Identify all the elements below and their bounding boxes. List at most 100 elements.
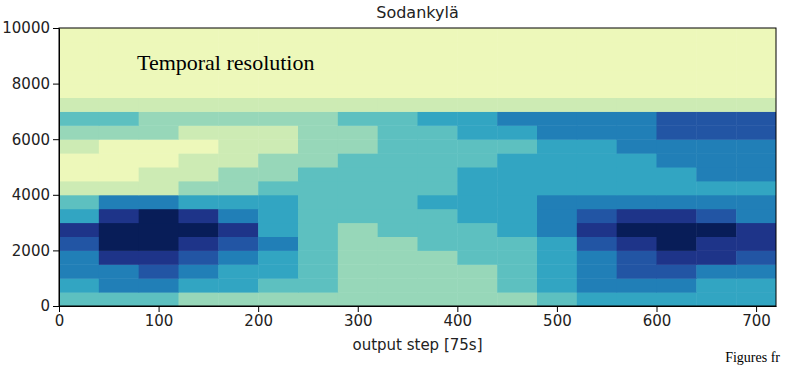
heatmap-cell <box>218 111 258 125</box>
y-axis: 0200040006000800010000 <box>2 19 59 315</box>
heatmap-cell <box>696 209 736 223</box>
heatmap-cell <box>736 28 776 42</box>
heatmap-cell <box>139 209 179 223</box>
x-tick-label: 200 <box>244 312 273 330</box>
heatmap-cell <box>218 167 258 181</box>
heatmap-cell <box>617 237 657 251</box>
heatmap-cell <box>218 209 258 223</box>
heatmap-cell <box>657 181 697 195</box>
heatmap-cell <box>457 42 497 56</box>
heatmap-cell <box>338 292 378 306</box>
heatmap-cell <box>617 209 657 223</box>
heatmap-cell <box>59 139 99 153</box>
heatmap-cell <box>139 181 179 195</box>
heatmap-cell <box>696 56 736 70</box>
heatmap-cell <box>258 111 298 125</box>
heatmap-cell <box>736 153 776 167</box>
heatmap-cell <box>577 42 617 56</box>
heatmap-cell <box>497 292 537 306</box>
heatmap-cell <box>338 84 378 98</box>
heatmap-cell <box>378 139 418 153</box>
heatmap-cell <box>99 84 139 98</box>
heatmap-cell <box>418 181 458 195</box>
heatmap-cell <box>378 84 418 98</box>
heatmap-cell <box>338 42 378 56</box>
heatmap-cell <box>617 292 657 306</box>
heatmap-cell <box>657 264 697 278</box>
heatmap-cell <box>139 250 179 264</box>
heatmap-cell <box>378 125 418 139</box>
heatmap-cell <box>577 70 617 84</box>
heatmap-cell <box>537 181 577 195</box>
x-tick-label: 600 <box>643 312 672 330</box>
heatmap-cell <box>378 181 418 195</box>
x-axis-line <box>60 306 777 307</box>
y-tick: 4000 <box>12 186 59 204</box>
heatmap-cell <box>338 223 378 237</box>
y-tick-mark <box>53 28 59 29</box>
y-tick-label: 6000 <box>12 131 50 149</box>
heatmap-cell <box>139 237 179 251</box>
heatmap-cell <box>577 139 617 153</box>
heatmap-cell <box>577 223 617 237</box>
heatmap-cell <box>617 56 657 70</box>
heatmap-cell <box>139 264 179 278</box>
heatmap-cell <box>378 70 418 84</box>
heatmap-cell <box>218 223 258 237</box>
heatmap-cell <box>696 181 736 195</box>
heatmap-cell <box>497 153 537 167</box>
heatmap-cell <box>338 237 378 251</box>
heatmap-cell <box>617 111 657 125</box>
heatmap-cell <box>378 98 418 112</box>
heatmap-cell <box>298 264 338 278</box>
heatmap-cell <box>457 139 497 153</box>
x-tick: 500 <box>543 306 572 330</box>
heatmap-cell <box>59 237 99 251</box>
heatmap-cell <box>378 111 418 125</box>
heatmap-cell <box>736 237 776 251</box>
heatmap-cell <box>657 56 697 70</box>
heatmap-cell <box>537 278 577 292</box>
heatmap-cell <box>418 195 458 209</box>
heatmap-cell <box>418 28 458 42</box>
heatmap-cell <box>99 264 139 278</box>
heatmap-cell <box>497 84 537 98</box>
heatmap-cell <box>99 125 139 139</box>
heatmap-cell <box>218 237 258 251</box>
heatmap-cell <box>577 237 617 251</box>
heatmap-cell <box>338 125 378 139</box>
heatmap-cell <box>99 292 139 306</box>
heatmap-cell <box>298 209 338 223</box>
heatmap-cell <box>418 153 458 167</box>
heatmap-cell <box>139 292 179 306</box>
heatmap-cell <box>736 250 776 264</box>
heatmap-cell <box>696 153 736 167</box>
x-axis-title: output step [75s] <box>352 336 482 354</box>
heatmap-cell <box>179 223 219 237</box>
heatmap-cell <box>179 278 219 292</box>
heatmap-cell <box>617 167 657 181</box>
heatmap-cell <box>577 28 617 42</box>
heatmap-cell <box>378 195 418 209</box>
heatmap-cell <box>258 278 298 292</box>
x-tick-label: 300 <box>344 312 373 330</box>
heatmap-cell <box>657 195 697 209</box>
heatmap-cell <box>696 111 736 125</box>
heatmap-cell <box>179 28 219 42</box>
x-tick-label: 500 <box>543 312 572 330</box>
heatmap-cell <box>617 278 657 292</box>
heatmap-cell <box>99 70 139 84</box>
heatmap-cell <box>577 209 617 223</box>
heatmap-cell <box>418 84 458 98</box>
y-tick: 8000 <box>12 75 59 93</box>
heatmap-cell <box>378 250 418 264</box>
heatmap-cell <box>418 264 458 278</box>
heatmap-cell <box>577 167 617 181</box>
heatmap-cell <box>139 278 179 292</box>
x-tick: 200 <box>244 306 273 330</box>
heatmap-cell <box>657 42 697 56</box>
heatmap-cell <box>418 111 458 125</box>
heatmap-cell <box>617 42 657 56</box>
heatmap-cell <box>696 237 736 251</box>
heatmap-cell <box>617 98 657 112</box>
